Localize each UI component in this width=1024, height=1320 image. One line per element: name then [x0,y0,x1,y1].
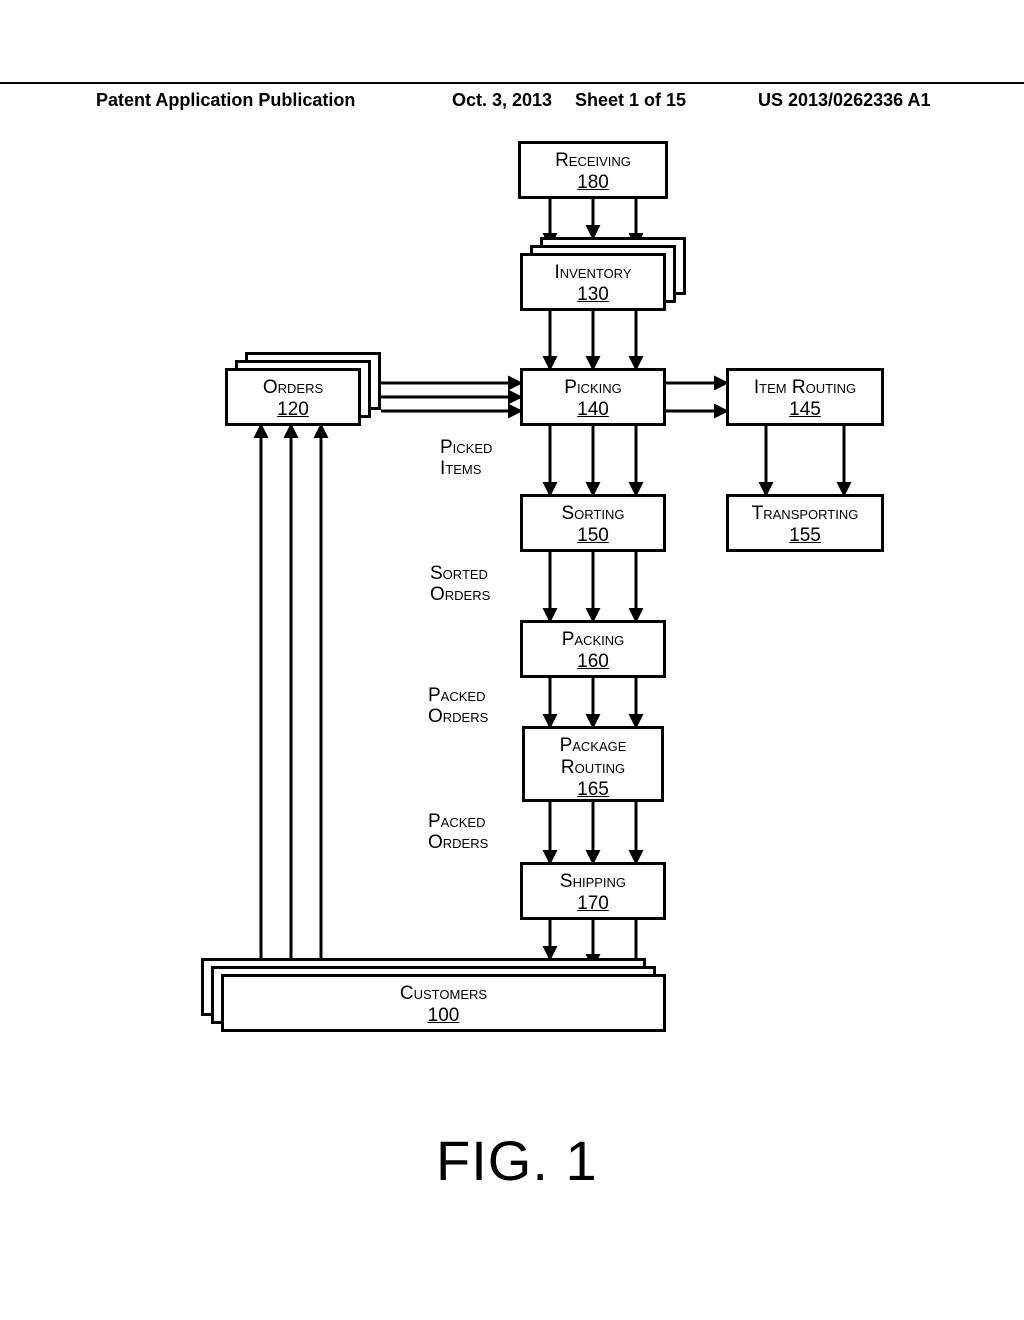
node-ref: 160 [527,651,659,673]
node-receiving: Receiving180 [518,141,668,199]
figure-label: FIG. 1 [436,1128,598,1193]
node-shipping: Shipping170 [520,862,666,920]
node-ref: 145 [733,399,877,421]
node-item_routing: Item Routing145 [726,368,884,426]
node-label: Item Routing [754,377,856,398]
node-transporting: Transporting155 [726,494,884,552]
edge-label-picked_items: PickedItems [440,438,492,480]
node-inventory: Inventory130 [520,253,666,311]
node-label: Transporting [752,503,859,524]
node-label: Customers [400,983,487,1004]
node-picking: Picking140 [520,368,666,426]
node-ref: 150 [527,525,659,547]
node-ref: 120 [232,399,354,421]
node-customers: Customers100 [221,974,666,1032]
node-packing: Packing160 [520,620,666,678]
edge-label-packed_orders1: PackedOrders [428,686,488,728]
node-ref: 165 [529,779,657,801]
node-ref: 100 [228,1005,659,1027]
node-ref: 170 [527,893,659,915]
node-sorting: Sorting150 [520,494,666,552]
node-label: Receiving [555,150,631,171]
node-orders: Orders120 [225,368,361,426]
node-label: Shipping [560,871,626,892]
node-ref: 155 [733,525,877,547]
edge-label-packed_orders2: PackedOrders [428,812,488,854]
node-label: Packing [562,629,625,650]
node-label: Inventory [554,262,631,283]
edge-label-sorted_orders: SortedOrders [430,564,490,606]
figure-canvas: Receiving180 Inventory130 Orders120 Picking… [0,0,1024,1320]
node-pkg_routing: Package Routing165 [522,726,664,802]
edges-svg [0,0,1024,1320]
node-label: Sorting [562,503,625,524]
node-label: Package Routing [560,735,627,778]
node-label: Picking [564,377,621,398]
node-ref: 140 [527,399,659,421]
node-ref: 130 [527,284,659,306]
node-label: Orders [263,377,323,398]
node-ref: 180 [525,172,661,194]
